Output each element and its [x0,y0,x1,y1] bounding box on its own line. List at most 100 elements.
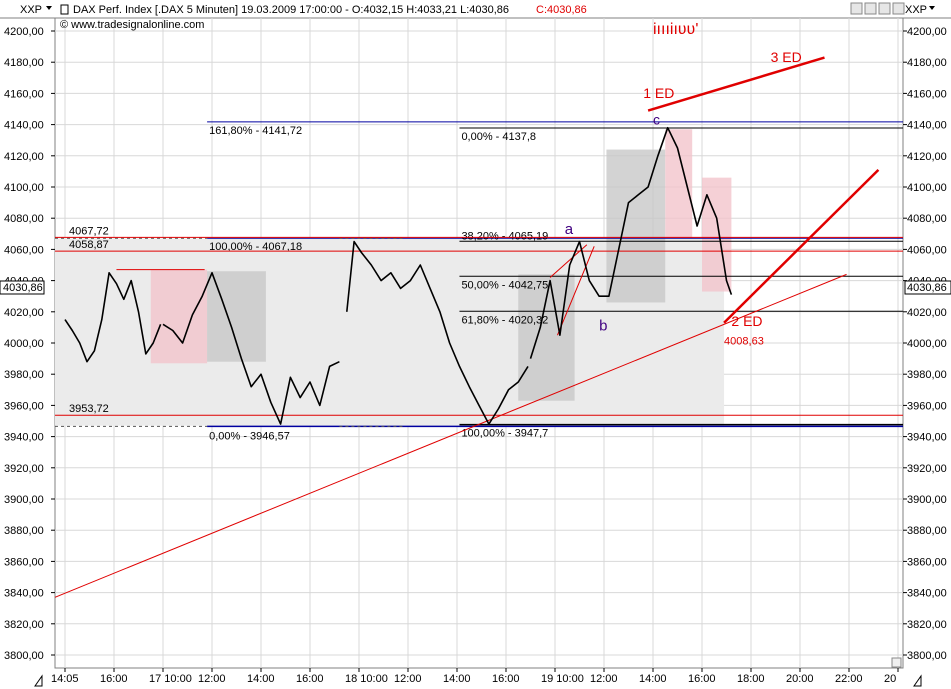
y-tick-label-right: 3960,00 [907,400,947,412]
y-tick-label-left: 3900,00 [4,494,44,506]
rising-trendline [54,273,847,598]
maximize-icon[interactable] [878,2,891,15]
price-line-day-19 [529,126,733,359]
x-tick-label: 20 [884,673,896,685]
y-tick-label-left: 4100,00 [4,182,44,194]
y-tick-label-left: 3940,00 [4,432,44,444]
horizontal-levels: 161,80% - 4141,72 100,00% - 4067,18 0,00% … [55,121,903,442]
low-value-label: 4008,63 [724,336,764,348]
price-line-day-18 [346,240,529,425]
x-tick-label: 20:00 [786,673,814,685]
fib-level-label: 38,20% - 4065,19 [461,230,548,242]
close-icon[interactable] [892,2,905,15]
y-tick-label-left: 4140,00 [4,120,44,132]
fib-level-label: 0,00% - 3946,57 [209,430,290,442]
y-tick-label-left: 3960,00 [4,400,44,412]
y-tick-label-right: 3840,00 [907,588,947,600]
y-tick-label-right: 3900,00 [907,494,947,506]
x-tick-label: 16:00 [688,673,716,685]
y-tick-label-left: 3880,00 [4,525,44,537]
y-tick-label-left: 4060,00 [4,244,44,256]
support-resistance-label: 4067,72 [69,225,109,237]
x-tick-label: 14:05 [51,673,79,685]
fib-level-label: 161,80% - 4141,72 [209,125,302,137]
x-tick-label: 14:00 [443,673,471,685]
x-tick-label: 22:00 [835,673,863,685]
price-line-day-17 [162,272,340,425]
y-tick-label-left: 3840,00 [4,588,44,600]
price-series [64,126,733,425]
wave-label-a: a [565,221,574,238]
right-symbol-badge[interactable]: XXP [905,4,927,16]
x-tick-label: 16:00 [492,673,520,685]
x-tick-label: 12:00 [394,673,422,685]
y-tick-label-left: 3980,00 [4,369,44,381]
y-tick-label-right: 4060,00 [907,244,947,256]
price-line-day-16 [64,272,162,363]
chevron-down-icon[interactable] [46,6,52,10]
ed1-label: 1 ED [643,85,674,101]
header-bar: XXP DAX Perf. Index [.DAX 5 Minuten] 19.… [20,2,935,31]
y-tick-label-right: 3940,00 [907,432,947,444]
resize-grip-icon[interactable] [891,657,902,668]
y-tick-label-right: 4020,00 [907,307,947,319]
instrument-title: DAX Perf. Index [.DAX 5 Minuten] 19.03.2… [73,4,509,16]
corner-resize-icon [34,674,43,687]
y-tick-label-right: 3800,00 [907,650,947,662]
y-tick-label-right: 4140,00 [907,120,947,132]
x-tick-label: 17 10:00 [149,673,192,685]
pattern-box-pink [665,129,693,239]
y-tick-label-left: 4020,00 [4,307,44,319]
close-value: C:4030,86 [536,4,587,16]
fib-level-label: 100,00% - 4067,18 [209,241,302,253]
x-axis: 14:05 16:00 17 10:00 12:00 14:00 16:00 18 10:0… [51,668,899,685]
y-tick-label-right: 4180,00 [907,57,947,69]
x-tick-label: 12:00 [590,673,618,685]
scroll-up-icon[interactable] [850,2,863,15]
wedge-line [549,244,588,278]
y-tick-label-right: 3980,00 [907,369,947,381]
ed2-label: 2 ED [731,313,762,329]
y-tick-label-right: 3880,00 [907,525,947,537]
copyright: © www.tradesignalonline.com [60,19,204,31]
y-tick-label-left: 3800,00 [4,650,44,662]
y-tick-label-right: 4160,00 [907,88,947,100]
x-tick-label: 12:00 [198,673,226,685]
wave-label-c: c [653,112,660,128]
y-tick-label-right: 4000,00 [907,338,947,350]
y-tick-label-right: 4080,00 [907,213,947,225]
price-badge-right: 4030,86 [904,280,951,295]
y-tick-label-left: 4160,00 [4,88,44,100]
chevron-down-icon[interactable] [929,6,935,10]
y-tick-label-left: 3860,00 [4,556,44,568]
fib-level-label: 50,00% - 4042,75 [461,279,548,291]
scribble-annotation: iıııiıʋʋ' [653,21,698,38]
y-tick-label-right: 4100,00 [907,182,947,194]
support-resistance-label: 3953,72 [69,403,109,415]
x-tick-label: 14:00 [639,673,667,685]
ed-lower-line [723,168,880,324]
y-tick-label-left: 4180,00 [4,57,44,69]
x-tick-label: 14:00 [247,673,275,685]
y-tick-label-left: 4080,00 [4,213,44,225]
fib-level-label: 100,00% - 3947,7 [461,428,548,440]
scroll-down-icon[interactable] [864,2,877,15]
chart-icon [60,4,69,15]
price-badge-left: 4030,86 [0,280,45,295]
svg-text:4030,86: 4030,86 [3,282,43,294]
x-tick-label: 16:00 [100,673,128,685]
left-symbol-badge[interactable]: XXP [20,4,42,16]
svg-text:4030,86: 4030,86 [907,282,947,294]
trend-lines [54,56,880,598]
y-tick-label-left: 3820,00 [4,619,44,631]
pattern-box-pink [150,269,208,364]
fib-level-label: 61,80% - 4020,32 [461,314,548,326]
pattern-box-gray [606,149,666,303]
window-controls[interactable] [850,2,905,15]
ed3-label: 3 ED [771,49,802,65]
y-tick-label-right: 4120,00 [907,151,947,163]
y-tick-label-right: 3820,00 [907,619,947,631]
y-tick-label-right: 3860,00 [907,556,947,568]
x-tick-label: 18 10:00 [345,673,388,685]
